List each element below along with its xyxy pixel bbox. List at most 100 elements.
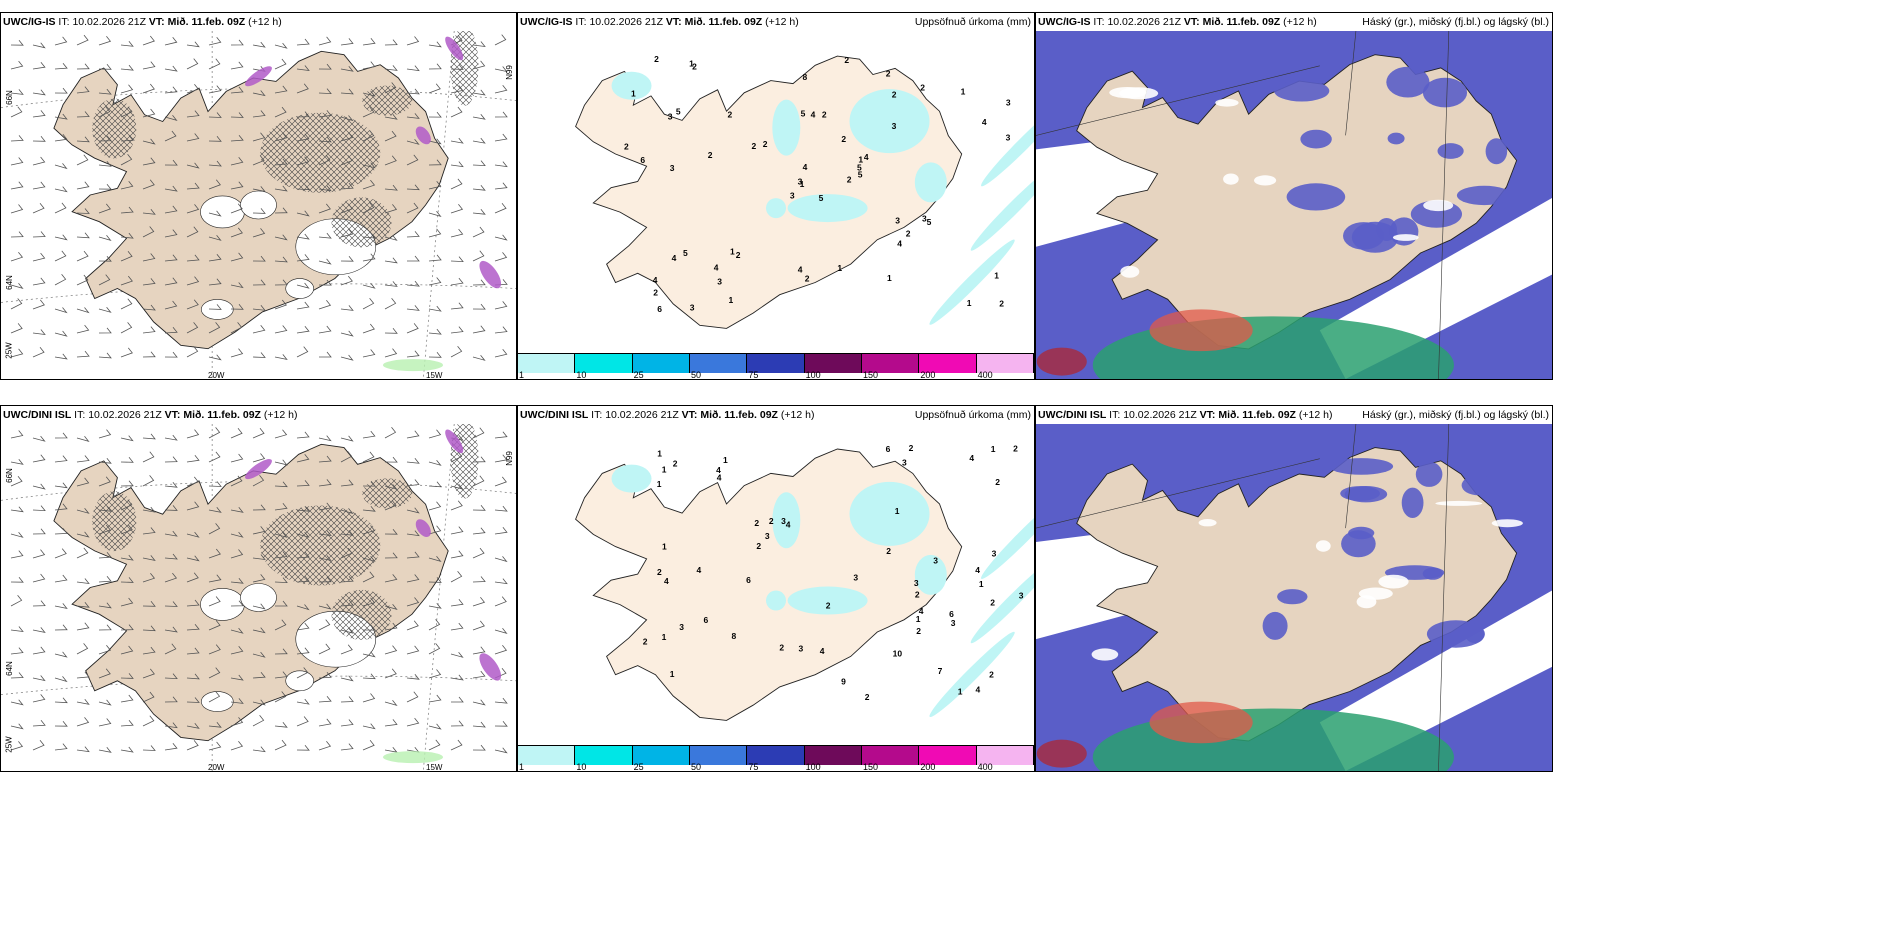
wind-barb — [120, 347, 133, 358]
precip-value: 2 — [654, 54, 659, 64]
precip-value: 4 — [864, 152, 869, 162]
precip-value: 1 — [723, 455, 728, 465]
hatch-area — [260, 505, 381, 586]
wind-barb — [384, 298, 397, 310]
wind-barb — [406, 597, 420, 607]
precip-colorbar — [518, 745, 1034, 765]
wind-barb — [362, 571, 375, 583]
it-label: IT: — [1093, 16, 1105, 28]
rain-patch — [383, 751, 443, 764]
wind-barb — [164, 65, 178, 72]
wind-barb — [32, 231, 46, 238]
wind-barb — [494, 161, 508, 168]
wind-barb — [230, 112, 244, 118]
wind-barb — [252, 428, 265, 439]
vt-label: VT: — [1183, 16, 1200, 28]
precip-value: 2 — [754, 518, 759, 528]
wind-barb — [252, 132, 266, 142]
wind-barb — [142, 646, 156, 655]
panel-title: UWC/DINI ISL IT: 10.02.2026 21Z VT: Mið.… — [520, 409, 814, 421]
wind-barb — [164, 673, 178, 680]
wind-barb — [494, 527, 508, 535]
wind-barbs — [10, 427, 508, 754]
precip-patch — [245, 459, 272, 480]
wind-barb — [54, 330, 68, 337]
wind-barb — [54, 234, 68, 241]
wind-barb — [450, 277, 464, 286]
wind-barb — [362, 505, 376, 512]
wind-barb — [296, 647, 310, 655]
wind-barb — [318, 300, 332, 310]
wind-barb — [98, 183, 112, 190]
precip-area — [849, 481, 930, 546]
precip-value: 4 — [976, 685, 981, 695]
wind-barb — [384, 700, 398, 707]
hatch-area — [362, 85, 413, 116]
wind-barb — [120, 251, 133, 262]
colorbar-segment — [632, 354, 690, 373]
wind-barb — [186, 531, 200, 538]
wind-barb — [230, 203, 243, 214]
wind-barb — [32, 110, 46, 118]
wind-barb — [76, 350, 90, 358]
wind-barb — [142, 83, 155, 94]
wind-barb — [164, 229, 178, 238]
wind-barb — [494, 628, 508, 635]
wind-barb — [428, 181, 442, 190]
wind-barb — [428, 429, 442, 439]
wind-barb — [274, 58, 287, 70]
wind-barb — [54, 307, 68, 314]
model-name: UWC/DINI ISL — [520, 409, 589, 421]
mid-cloud-band — [1149, 701, 1253, 744]
wind-barb — [428, 83, 441, 94]
wind-barbs — [10, 34, 508, 361]
precip-colorbar — [518, 353, 1034, 373]
wind-barb — [186, 476, 199, 487]
wind-barb — [428, 602, 442, 609]
wind-barb — [208, 691, 221, 703]
wind-barb — [54, 482, 68, 489]
wind-barb — [98, 274, 111, 286]
wind-barb — [142, 253, 156, 262]
wind-barb — [32, 646, 46, 655]
wind-barb — [98, 429, 112, 439]
wind-barb — [120, 135, 134, 142]
wind-barb — [472, 89, 486, 96]
wind-barb — [318, 36, 332, 46]
wind-barb — [230, 428, 243, 439]
wind-barb — [318, 455, 332, 463]
wind-barb — [296, 604, 310, 611]
wind-barb — [10, 626, 24, 633]
wind-barb — [384, 184, 398, 191]
vt-label: VT: — [665, 16, 682, 28]
wind-barb — [450, 85, 464, 94]
wind-barb — [32, 299, 45, 310]
wind-barb — [164, 553, 178, 560]
precip-map: 5314122222223333352522344558633344221113… — [575, 54, 1034, 329]
wind-barb — [10, 181, 24, 190]
wind-barb — [274, 551, 288, 559]
wind-barb — [54, 163, 68, 170]
lon-label-20: 20W — [208, 371, 225, 380]
wind-barb — [164, 505, 178, 511]
wind-barb — [142, 475, 155, 487]
precip-value: 5 — [857, 162, 862, 172]
precip-area — [766, 590, 786, 611]
precip-value: 8 — [803, 72, 808, 82]
lead-time: (+12 h) — [1283, 16, 1317, 28]
wind-barb — [54, 528, 68, 535]
wind-barb — [186, 58, 199, 70]
valid-time: Mið. 11.feb. 09Z — [167, 16, 246, 28]
wind-barb — [428, 481, 442, 488]
cloud-patch — [1262, 611, 1288, 640]
precip-value: 4 — [897, 239, 902, 249]
wind-barb — [252, 453, 266, 463]
wind-barb — [472, 547, 485, 559]
precip-streak — [981, 101, 1034, 187]
wind-barb — [142, 506, 156, 513]
wind-barb — [252, 155, 265, 166]
wind-barb — [450, 500, 463, 511]
wind-barb — [208, 548, 221, 559]
precip-value: 2 — [886, 546, 891, 556]
colorbar-tick-label: 400 — [977, 370, 993, 380]
